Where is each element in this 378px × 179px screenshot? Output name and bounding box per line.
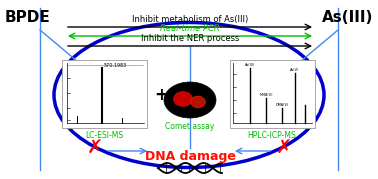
Text: As(V): As(V) [290, 68, 300, 72]
Text: 570.1983: 570.1983 [104, 63, 127, 68]
Text: HPLC-ICP-MS: HPLC-ICP-MS [248, 131, 296, 140]
Bar [62, 60, 147, 128]
Text: LC-ESI-MS: LC-ESI-MS [85, 131, 123, 140]
Bar [230, 60, 315, 128]
Text: MMA(V): MMA(V) [259, 93, 273, 97]
Text: +: + [154, 86, 168, 104]
Text: BPDE: BPDE [5, 10, 51, 25]
Text: Inhibit the NER process: Inhibit the NER process [141, 34, 239, 43]
Text: Inhibit metabolism of As(III): Inhibit metabolism of As(III) [132, 15, 248, 24]
Text: Real-time PCR: Real-time PCR [160, 24, 220, 33]
Text: As(III): As(III) [245, 63, 255, 67]
Text: Comet assay: Comet assay [165, 122, 215, 131]
Text: As(III): As(III) [322, 10, 373, 25]
Text: ✗: ✗ [87, 139, 103, 158]
Ellipse shape [191, 96, 206, 108]
Ellipse shape [164, 82, 216, 118]
Text: DMA(V): DMA(V) [276, 103, 289, 107]
Text: ✗: ✗ [276, 139, 292, 158]
Ellipse shape [174, 91, 192, 107]
Text: DNA damage: DNA damage [144, 150, 235, 163]
